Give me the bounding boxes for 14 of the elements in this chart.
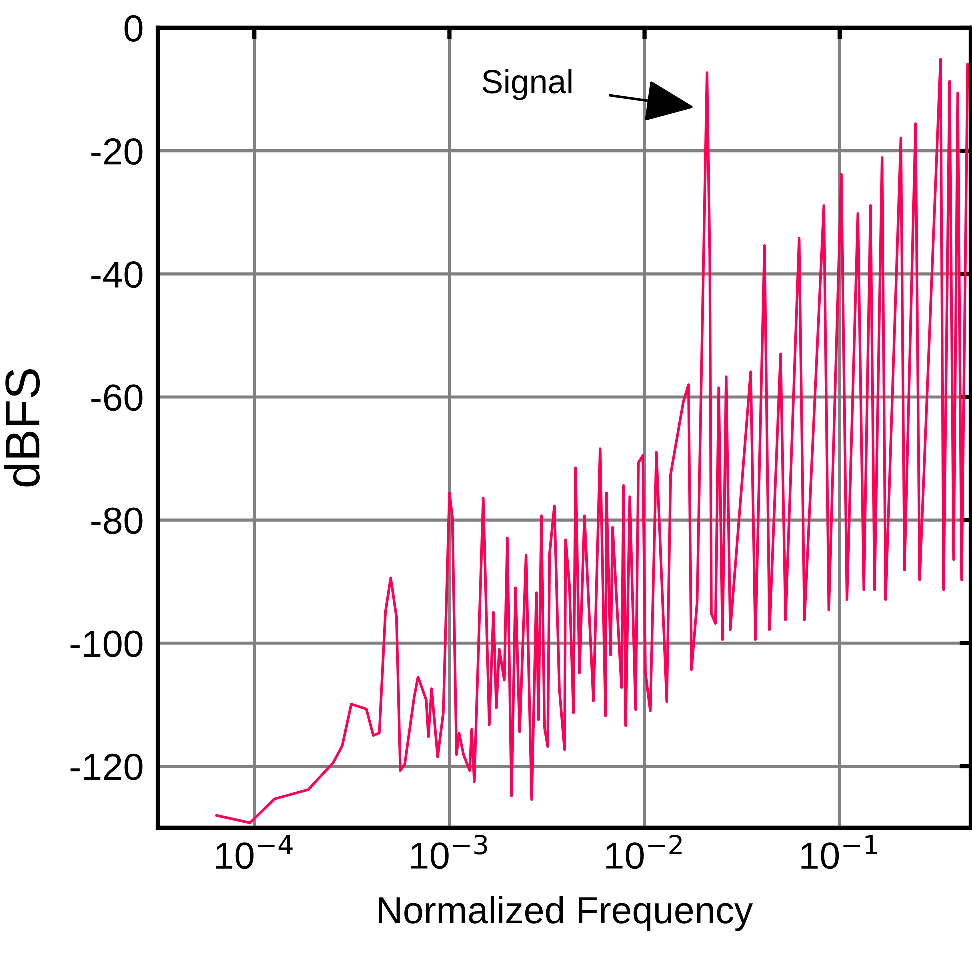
x-axis-title: Normalized Frequency: [379, 896, 754, 932]
annotation: Signal: [482, 69, 572, 100]
y-tick-label: -80: [92, 508, 143, 534]
y-tick-label: -20: [92, 138, 143, 166]
x-tick-label: 10$^{−2}$: [606, 834, 682, 870]
y-tick-label: 0: [124, 15, 143, 42]
y-tick-label: -40: [92, 262, 143, 288]
x-tick-label: 10$^{−4}$: [216, 835, 293, 870]
x-tick-label: 10$^{−3}$: [411, 834, 488, 870]
y-tick-label: -60: [92, 384, 143, 412]
y-tick-label: -120: [70, 754, 143, 780]
x-tick-label: 10$^{−1}$: [802, 835, 878, 870]
y-tick-label: -100: [70, 630, 143, 658]
y-axis-title: dBFS: [4, 369, 40, 487]
